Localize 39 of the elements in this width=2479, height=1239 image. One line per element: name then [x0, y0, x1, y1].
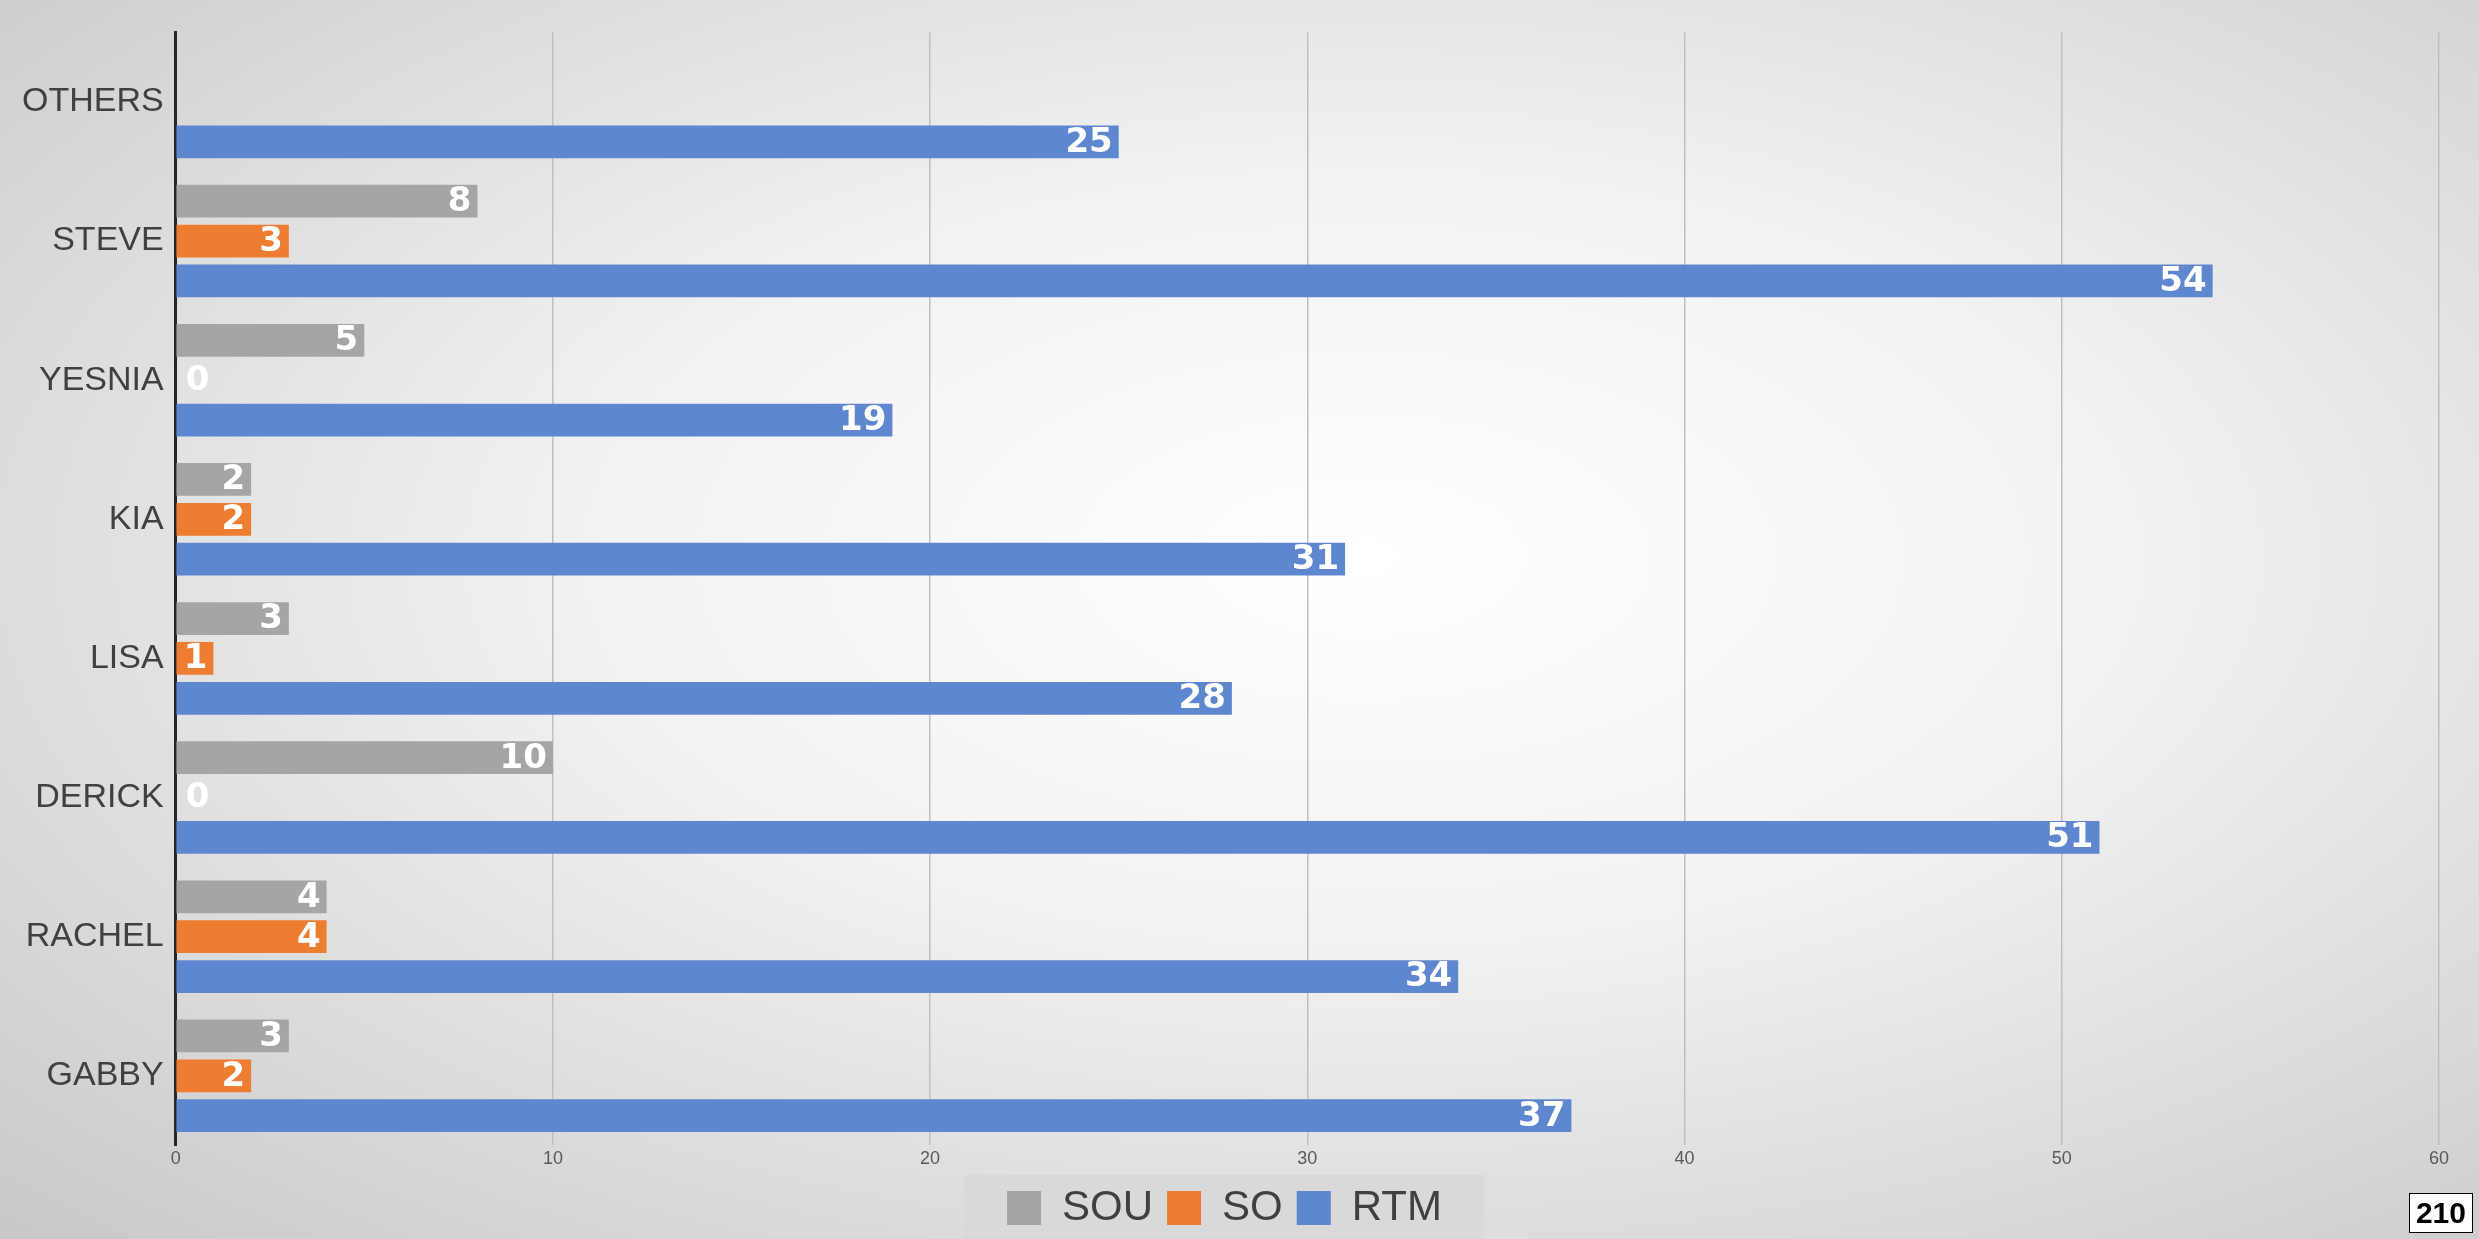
x-tick-label: 0: [170, 1148, 181, 1169]
y-tick-label: RACHEL: [25, 915, 164, 954]
data-label: 3: [259, 1013, 283, 1054]
data-label: 2: [221, 1053, 246, 1094]
data-label: 51: [2046, 815, 2094, 856]
y-tick-label: YESNIA: [38, 358, 164, 397]
data-label: 2: [221, 497, 246, 538]
data-label: 37: [1518, 1093, 1566, 1134]
data-label: 25: [1065, 119, 1113, 160]
data-label: 4: [296, 914, 321, 955]
y-tick-label: DERICK: [35, 775, 164, 814]
legend-label: SO: [1222, 1181, 1283, 1229]
data-label: 54: [2159, 258, 2207, 299]
x-tick-label: 50: [2051, 1148, 2072, 1169]
legend-label: SOU: [1062, 1181, 1154, 1229]
y-tick-label: OTHERS: [21, 80, 164, 119]
data-label: 19: [839, 397, 887, 438]
legend-label: RTM: [1351, 1181, 1442, 1229]
data-label: 4: [296, 874, 321, 915]
data-label: 1: [183, 636, 208, 677]
y-tick-label: GABBY: [46, 1054, 164, 1093]
text: 210: [2408, 1193, 2473, 1233]
data-label: 31: [1291, 537, 1340, 578]
y-tick-label: STEVE: [52, 219, 164, 258]
x-tick-label: 20: [920, 1148, 941, 1169]
x-tick-label: 10: [542, 1148, 563, 1169]
x-tick-label: 60: [2428, 1148, 2450, 1169]
data-label: 3: [259, 596, 283, 637]
data-label: 8: [447, 179, 472, 220]
y-tick-label: KIA: [108, 497, 164, 536]
data-label: 5: [334, 318, 359, 359]
y-tick-label: LISA: [89, 636, 164, 675]
data-label: 10: [499, 735, 547, 776]
data-label: 34: [1404, 954, 1453, 995]
data-label: 2: [221, 457, 246, 498]
x-tick-label: 30: [1297, 1148, 1318, 1169]
data-label: 3: [259, 218, 283, 259]
data-label: 28: [1178, 676, 1226, 717]
x-tick-label: 40: [1674, 1148, 1695, 1169]
